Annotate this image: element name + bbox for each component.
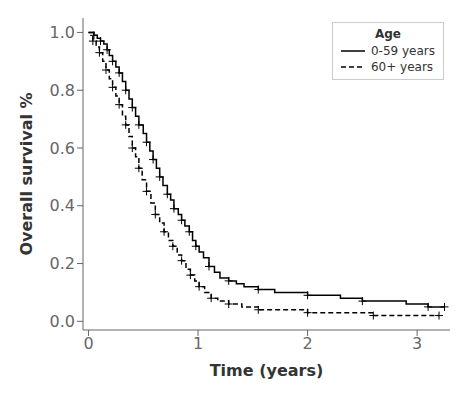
html-text:Age: Age (375, 27, 401, 41)
svg-text:0.4: 0.4 (50, 196, 75, 215)
html-text:60+ years: 60+ years (370, 60, 434, 74)
html-text:0-59 years: 0-59 years (370, 44, 435, 58)
svg-text:3: 3 (412, 334, 422, 353)
svg-text:0.8: 0.8 (50, 81, 75, 100)
svg-text:0.0: 0.0 (50, 312, 75, 331)
svg-text:Time (years): Time (years) (210, 361, 324, 380)
svg-text:Overall survival %: Overall survival % (17, 92, 36, 255)
svg-text:1: 1 (193, 334, 203, 353)
svg-text:0: 0 (83, 334, 93, 353)
svg-text:0.2: 0.2 (50, 254, 75, 273)
svg-text:0.6: 0.6 (50, 139, 75, 158)
svg-text:1.0: 1.0 (50, 23, 75, 42)
svg-text:2: 2 (302, 334, 312, 353)
